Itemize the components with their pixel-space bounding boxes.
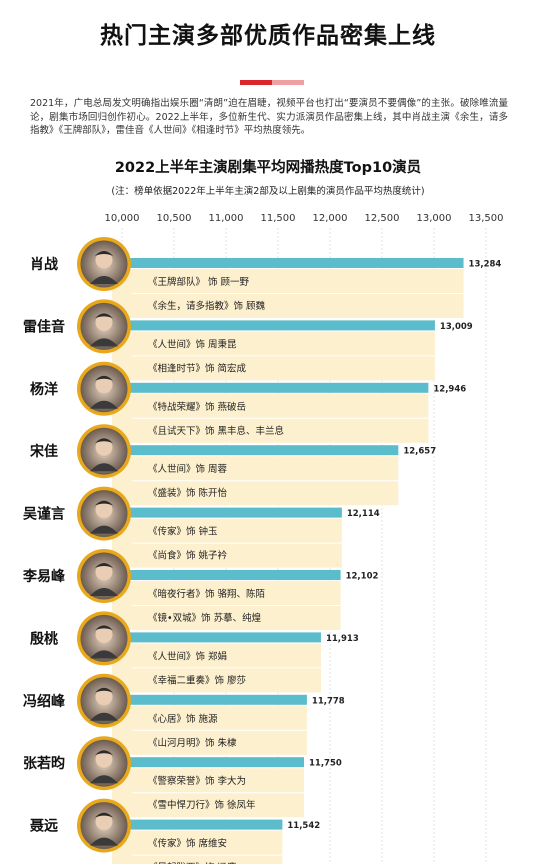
- avatar-face: [95, 813, 113, 831]
- avatar-face: [95, 625, 113, 643]
- work-label: 《且试天下》饰 黑丰息、丰兰息: [148, 425, 284, 437]
- avatar-body: [90, 712, 118, 721]
- avatar-body: [90, 837, 118, 846]
- avatar-hair: [95, 251, 113, 256]
- avatar-hair: [95, 625, 113, 631]
- avatar-body: [90, 463, 118, 472]
- actor-name: 殷桃: [30, 630, 58, 647]
- bar-value-label: 12,657: [403, 447, 436, 457]
- x-tick-label: 10,500: [157, 213, 192, 224]
- x-tick-label: 12,000: [313, 213, 348, 224]
- bar-value-label: 13,284: [469, 260, 502, 270]
- bar: [112, 320, 435, 331]
- avatar-hair: [95, 812, 113, 818]
- work-label: 《雪中悍刀行》饰 徐凤年: [148, 799, 256, 811]
- x-tick-label: 10,000: [105, 213, 140, 224]
- avatar-face: [95, 251, 113, 269]
- actor-name: 聂远: [29, 819, 58, 835]
- work-label: 《传家》饰 席维安: [148, 838, 227, 850]
- x-tick-label: 12,500: [365, 213, 400, 224]
- x-tick-label: 11,000: [209, 213, 244, 224]
- avatar-hair: [95, 375, 113, 381]
- work-label: 《人世间》饰 周蓉: [148, 463, 228, 475]
- work-label: 《余生，请多指教》饰 顾魏: [148, 300, 266, 312]
- x-tick-label: 11,500: [261, 213, 296, 224]
- work-label: 《王牌部队》 饰 顾一野: [148, 276, 250, 288]
- avatar-face: [95, 501, 113, 519]
- avatar-face: [95, 750, 113, 768]
- bar-value-label: 11,778: [312, 696, 345, 706]
- avatar-face: [95, 376, 113, 394]
- avatar-hair: [95, 438, 113, 444]
- work-label: 《特战荣耀》饰 燕破岳: [148, 401, 246, 413]
- bar: [112, 757, 304, 768]
- bar-value-label: 12,114: [347, 509, 380, 519]
- avatar-hair: [95, 313, 113, 319]
- bar-value-label: 13,009: [440, 322, 473, 332]
- x-tick-label: 13,500: [469, 213, 504, 224]
- bar: [112, 694, 307, 705]
- avatar-face: [95, 313, 113, 331]
- bar: [112, 632, 321, 643]
- bar-value-label: 12,102: [346, 572, 379, 582]
- bar-value-label: 11,750: [309, 759, 342, 769]
- work-label: 《相逢时节》饰 简宏成: [148, 362, 247, 374]
- chart-note: (注：榜单依据2022年上半年主演2部及以上剧集的演员作品平均热度统计): [111, 186, 425, 197]
- avatar-face: [95, 438, 113, 456]
- avatar-body: [90, 338, 118, 347]
- actor-name: 吴谨言: [23, 506, 65, 523]
- work-label: 《风起陇西》饰 冯膺: [148, 862, 237, 864]
- bar: [112, 570, 341, 580]
- avatar-body: [90, 775, 118, 784]
- chart-title: 2022上半年主演剧集平均网播热度Top10演员: [114, 160, 422, 176]
- avatar-hair: [95, 563, 113, 568]
- bar: [112, 258, 464, 268]
- avatar-body: [90, 276, 118, 284]
- bar-value-label: 11,542: [287, 821, 320, 831]
- work-label: 《尚食》饰 姚子衿: [148, 550, 228, 562]
- actor-name: 张若昀: [23, 755, 65, 772]
- work-label: 《镜•双城》饰 苏摹、纯煌: [148, 612, 262, 624]
- work-label: 《盛装》饰 陈开怡: [148, 487, 228, 499]
- work-label: 《心居》饰 施源: [148, 713, 218, 725]
- actor-name: 李易峰: [22, 568, 66, 585]
- actor-name: 宋佳: [29, 443, 58, 460]
- actor-name: 冯绍峰: [23, 693, 66, 710]
- avatar-body: [90, 588, 118, 596]
- x-tick-label: 13,000: [417, 213, 452, 224]
- actor-name: 杨洋: [30, 381, 58, 398]
- bar: [112, 445, 399, 456]
- bar: [112, 819, 283, 830]
- avatar-body: [90, 525, 118, 534]
- bar: [112, 382, 429, 393]
- intro-paragraph: 2021年，广电总局发文明确指出娱乐圈“清朗”迫在眉睫，视频平台也打出“要演员不…: [30, 98, 508, 136]
- bar-value-label: 12,946: [433, 384, 466, 394]
- work-label: 《山河月明》饰 朱棣: [148, 737, 237, 749]
- actor-name: 雷佳音: [23, 318, 65, 335]
- work-label: 《人世间》饰 周秉昆: [148, 338, 237, 350]
- work-label: 《幸福二重奏》饰 廖莎: [148, 674, 246, 686]
- avatar-body: [90, 400, 118, 409]
- work-label: 《传家》饰 钟玉: [148, 526, 218, 538]
- title-divider: [240, 80, 304, 85]
- bar: [112, 507, 342, 518]
- avatar-hair: [95, 750, 113, 756]
- work-label: 《警察荣誉》饰 李大为: [148, 775, 246, 787]
- work-label: 《暗夜行者》饰 骆翔、陈陌: [148, 588, 265, 600]
- avatar-body: [90, 650, 118, 659]
- page-title: 热门主演多部优质作品密集上线: [100, 23, 436, 49]
- avatar-hair: [95, 500, 113, 506]
- bar-value-label: 11,913: [326, 634, 359, 644]
- work-label: 《人世间》饰 郑娟: [148, 650, 227, 662]
- avatar-hair: [95, 687, 113, 693]
- works-box: [112, 830, 283, 864]
- avatar-face: [95, 688, 113, 706]
- actor-name: 肖战: [30, 256, 58, 273]
- avatar-face: [95, 563, 113, 581]
